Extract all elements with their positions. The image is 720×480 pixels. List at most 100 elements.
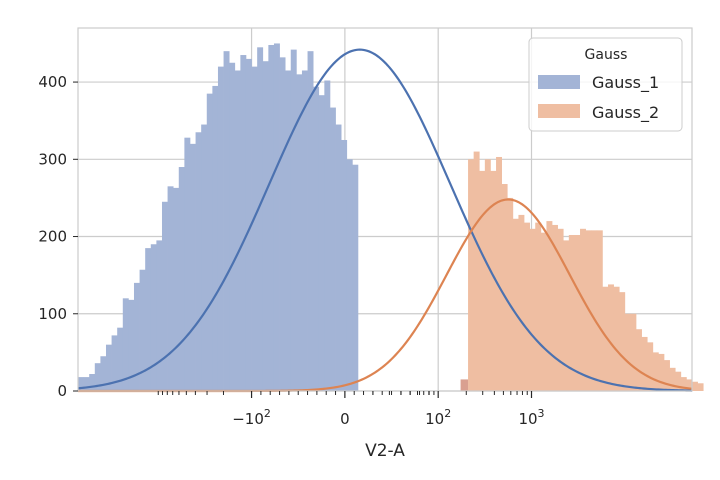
histogram-bar xyxy=(468,159,474,391)
histogram-bar xyxy=(473,151,480,391)
histogram-bar xyxy=(613,286,620,391)
histogram-bar xyxy=(234,70,241,391)
histogram-bar xyxy=(217,66,224,392)
histogram-bar xyxy=(335,124,342,392)
histogram-bar xyxy=(178,167,185,391)
x-tick-label: −102 xyxy=(232,407,271,428)
histogram-bar xyxy=(329,107,336,392)
histogram-bar xyxy=(557,228,564,391)
x-tick-exponent: 2 xyxy=(444,407,451,420)
histogram-bar xyxy=(524,222,530,391)
y-tick-label: 100 xyxy=(38,305,67,323)
histogram-bar xyxy=(285,70,292,391)
histogram-bar xyxy=(251,66,258,392)
histogram-bar xyxy=(206,93,213,392)
histogram-bar xyxy=(563,240,570,391)
histogram-bar xyxy=(501,184,508,391)
histogram-bar xyxy=(647,342,654,391)
fit-curve-gauss-1 xyxy=(77,48,693,392)
histogram-bar xyxy=(156,240,163,391)
histogram-bar xyxy=(535,222,542,391)
legend-label-gauss-1: Gauss_1 xyxy=(592,73,659,93)
histogram-bar xyxy=(568,234,575,391)
histogram-bar xyxy=(83,377,90,391)
histogram-bar xyxy=(212,85,219,391)
histogram-bar xyxy=(697,383,704,391)
histogram-bar xyxy=(301,70,308,391)
x-tick-labels: −102 0 102 103 xyxy=(232,407,544,428)
legend-swatch-gauss-2 xyxy=(538,104,580,118)
histogram-bar xyxy=(78,377,84,391)
histogram-bar xyxy=(346,159,353,391)
histogram-bar xyxy=(529,228,536,391)
histogram-bar xyxy=(313,86,320,391)
histogram-bar xyxy=(184,137,191,391)
histogram-bar xyxy=(279,57,286,391)
histogram-bar xyxy=(139,269,146,391)
histogram-bar xyxy=(145,248,152,391)
x-tick-label: 102 xyxy=(425,407,451,428)
histogram-bar xyxy=(602,286,609,391)
histogram-bar xyxy=(189,143,196,391)
histogram-bar xyxy=(307,51,314,391)
histogram-bar xyxy=(591,230,598,391)
y-tick-label: 0 xyxy=(57,382,67,400)
histogram-bar xyxy=(552,224,558,391)
x-axis-ticks xyxy=(157,391,533,398)
histogram-bar xyxy=(669,367,676,391)
histogram-bar xyxy=(484,159,491,391)
histogram-bar xyxy=(201,124,208,392)
histogram-bar xyxy=(619,292,626,391)
histogram-bar xyxy=(111,335,118,391)
histogram-bar xyxy=(122,298,129,391)
plot-frame xyxy=(77,27,693,392)
x-tick-exponent: 3 xyxy=(538,407,545,420)
histogram-bar xyxy=(240,55,247,391)
y-axis-ticks: 0 100 200 300 400 xyxy=(38,73,78,400)
histogram-bar xyxy=(245,58,252,391)
histogram-bar xyxy=(273,43,280,391)
histogram-bar xyxy=(94,363,101,391)
histogram-bar xyxy=(630,313,637,391)
histogram-bar xyxy=(574,234,581,391)
histogram-bar xyxy=(596,230,603,391)
histogram-bar xyxy=(173,187,180,391)
y-tick-label: 300 xyxy=(38,150,67,168)
x-tick-base: −10 xyxy=(232,410,264,428)
histogram-bar xyxy=(624,313,631,391)
histogram-bar xyxy=(117,327,124,391)
histogram-bar xyxy=(652,352,659,391)
histogram-bar xyxy=(580,228,586,391)
y-tick-label: 200 xyxy=(38,228,67,246)
histogram-bar xyxy=(641,336,648,391)
histogram-bar xyxy=(675,371,682,391)
histogram-bar xyxy=(268,44,275,392)
histogram-bars xyxy=(78,43,704,392)
histogram-bar xyxy=(692,381,698,391)
histogram-bar xyxy=(167,186,174,391)
legend: Gauss Gauss_1 Gauss_2 xyxy=(528,37,683,132)
histogram-bar xyxy=(490,170,497,391)
histogram-bar xyxy=(105,344,112,391)
histogram-bar xyxy=(229,62,236,392)
y-tick-label: 400 xyxy=(38,73,67,91)
histogram-bar xyxy=(324,80,331,391)
x-tick-label: 103 xyxy=(518,407,544,428)
histogram-bar xyxy=(479,170,486,391)
histogram-bar xyxy=(262,61,269,392)
x-tick-base: 0 xyxy=(340,410,350,428)
histogram-bar xyxy=(290,49,297,392)
histogram-bar xyxy=(636,329,642,391)
histogram-bar xyxy=(507,197,514,391)
histogram-bar xyxy=(133,282,140,391)
x-tick-base: 10 xyxy=(518,410,537,428)
legend-label-gauss-2: Gauss_2 xyxy=(592,103,659,123)
histogram-bar xyxy=(161,201,168,391)
histogram-bar xyxy=(546,221,553,391)
histogram-bar xyxy=(518,214,525,391)
histogram-bar xyxy=(89,374,96,391)
x-tick-exponent: 2 xyxy=(264,407,271,420)
histogram-bar xyxy=(341,139,348,391)
histogram-bar xyxy=(100,356,107,391)
